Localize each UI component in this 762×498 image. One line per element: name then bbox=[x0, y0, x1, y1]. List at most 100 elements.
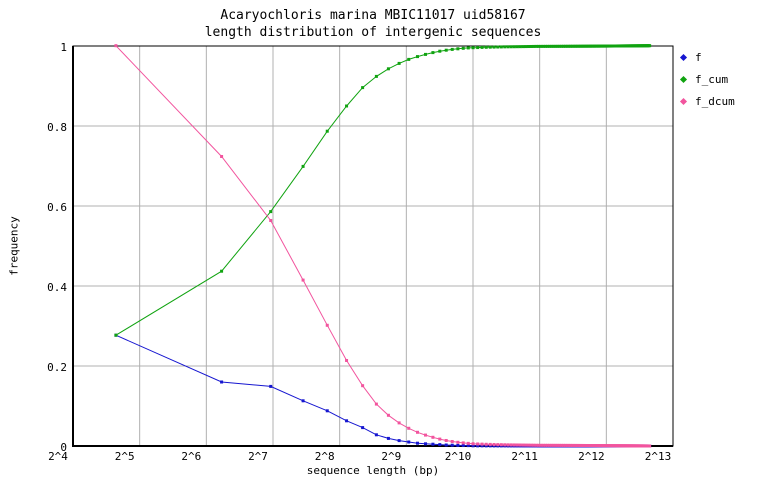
y-tick-label: 0.2 bbox=[47, 361, 67, 374]
data-point-f_dcum bbox=[529, 443, 533, 447]
data-point-f_cum bbox=[397, 61, 401, 65]
data-point-f_dcum bbox=[570, 443, 574, 447]
data-point-f_cum bbox=[570, 44, 574, 48]
data-point-f bbox=[444, 443, 448, 447]
data-point-f_cum bbox=[575, 44, 579, 48]
x-tick-label: 2^4 bbox=[48, 450, 68, 463]
data-point-f_cum bbox=[521, 45, 525, 49]
data-point-f_dcum bbox=[648, 444, 652, 448]
f-cum-series-marker-icon bbox=[679, 75, 688, 83]
data-point-f_cum bbox=[444, 48, 448, 52]
legend-item-f: f bbox=[677, 46, 735, 68]
data-point-f_cum bbox=[488, 45, 492, 49]
data-point-f_cum bbox=[550, 44, 554, 48]
data-point-f_dcum bbox=[512, 443, 516, 447]
y-tick-label: 1 bbox=[60, 41, 67, 54]
data-point-f_dcum bbox=[499, 443, 503, 447]
chart-subtitle: length distribution of intergenic sequen… bbox=[204, 25, 542, 40]
data-point-f_cum bbox=[539, 44, 543, 48]
data-point-f bbox=[461, 444, 465, 448]
data-point-f_cum bbox=[524, 45, 528, 49]
data-point-f_cum bbox=[548, 44, 552, 48]
data-point-f bbox=[301, 399, 305, 403]
data-point-f_cum bbox=[499, 45, 503, 49]
data-point-f_cum bbox=[534, 44, 538, 48]
data-point-f_dcum bbox=[543, 443, 547, 447]
data-point-f_cum bbox=[569, 44, 573, 48]
data-point-f_dcum bbox=[565, 443, 569, 447]
data-point-f_dcum bbox=[580, 443, 584, 447]
data-point-f bbox=[476, 444, 480, 448]
data-point-f bbox=[374, 433, 378, 437]
plot-frame bbox=[72, 45, 674, 447]
data-point-f_dcum bbox=[558, 443, 562, 447]
data-point-f_cum bbox=[574, 44, 578, 48]
y-tick-label: 0.6 bbox=[47, 201, 67, 214]
data-point-f bbox=[484, 444, 488, 448]
data-point-f_dcum bbox=[461, 441, 465, 445]
legend-label-f: f bbox=[695, 50, 702, 64]
data-point-f_dcum bbox=[301, 278, 305, 282]
data-point-f_dcum bbox=[456, 440, 460, 444]
data-point-f_cum bbox=[438, 49, 442, 53]
data-point-f_dcum bbox=[539, 443, 543, 447]
data-point-f_cum bbox=[476, 46, 480, 50]
data-point-f_dcum bbox=[562, 443, 566, 447]
data-point-f bbox=[450, 443, 454, 447]
data-point-f_dcum bbox=[220, 154, 224, 158]
data-point-f_cum bbox=[562, 44, 566, 48]
data-point-f bbox=[424, 442, 428, 446]
data-point-f_dcum bbox=[325, 323, 329, 327]
data-point-f_cum bbox=[546, 44, 550, 48]
data-point-f_cum bbox=[509, 45, 513, 49]
data-point-f_cum bbox=[506, 45, 510, 49]
x-tick-label: 2^9 bbox=[381, 450, 402, 463]
x-tick-label: 2^12 bbox=[578, 450, 605, 463]
data-point-f_dcum bbox=[532, 443, 536, 447]
data-point-f bbox=[415, 441, 419, 445]
data-point-f_cum bbox=[556, 44, 560, 48]
data-point-f_dcum bbox=[554, 443, 558, 447]
data-point-f_dcum bbox=[407, 426, 411, 430]
x-tick-label: 2^10 bbox=[444, 450, 472, 463]
data-point-f_cum bbox=[537, 44, 541, 48]
data-point-f_cum bbox=[407, 57, 411, 61]
data-point-f_cum bbox=[543, 44, 547, 48]
chart-title: Acaryochloris marina MBIC11017 uid58167 bbox=[220, 8, 526, 23]
data-point-f bbox=[386, 436, 390, 440]
legend-label-f-dcum: f_dcum bbox=[695, 94, 735, 108]
data-point-f bbox=[325, 409, 329, 413]
series-line-f_dcum bbox=[115, 45, 650, 447]
x-tick-label: 2^5 bbox=[114, 450, 135, 463]
data-point-f_dcum bbox=[506, 443, 510, 447]
data-point-f_dcum bbox=[492, 443, 496, 447]
data-point-f_cum bbox=[567, 44, 571, 48]
data-point-f_dcum bbox=[386, 413, 390, 417]
x-tick-label: 2^6 bbox=[181, 450, 202, 463]
data-point-f_cum bbox=[220, 269, 224, 273]
x-axis-label: sequence length (bp) bbox=[306, 464, 440, 477]
data-point-f_dcum bbox=[444, 438, 448, 442]
data-point-f_dcum bbox=[488, 442, 492, 446]
data-point-f_cum bbox=[450, 47, 454, 51]
data-point-f_cum bbox=[515, 45, 519, 49]
chart-title-block: Acaryochloris marina MBIC11017 uid58167 … bbox=[73, 7, 673, 41]
legend-label-f-cum: f_cum bbox=[695, 72, 729, 86]
data-point-f_cum bbox=[325, 129, 329, 133]
data-point-f_dcum bbox=[484, 442, 488, 446]
data-point-f bbox=[480, 444, 484, 448]
legend-item-f-cum: f_cum bbox=[677, 68, 735, 90]
data-point-f bbox=[407, 440, 411, 444]
data-point-f_cum bbox=[301, 164, 305, 168]
data-point-f_dcum bbox=[550, 443, 554, 447]
data-point-f_dcum bbox=[575, 443, 579, 447]
data-point-f_dcum bbox=[572, 443, 576, 447]
data-point-f_dcum bbox=[424, 433, 428, 437]
data-point-f_dcum bbox=[503, 443, 507, 447]
data-point-f bbox=[220, 380, 224, 384]
data-point-f_dcum bbox=[569, 443, 573, 447]
data-point-f_cum bbox=[496, 45, 500, 49]
data-point-f bbox=[431, 442, 435, 446]
data-point-f_cum bbox=[554, 44, 558, 48]
